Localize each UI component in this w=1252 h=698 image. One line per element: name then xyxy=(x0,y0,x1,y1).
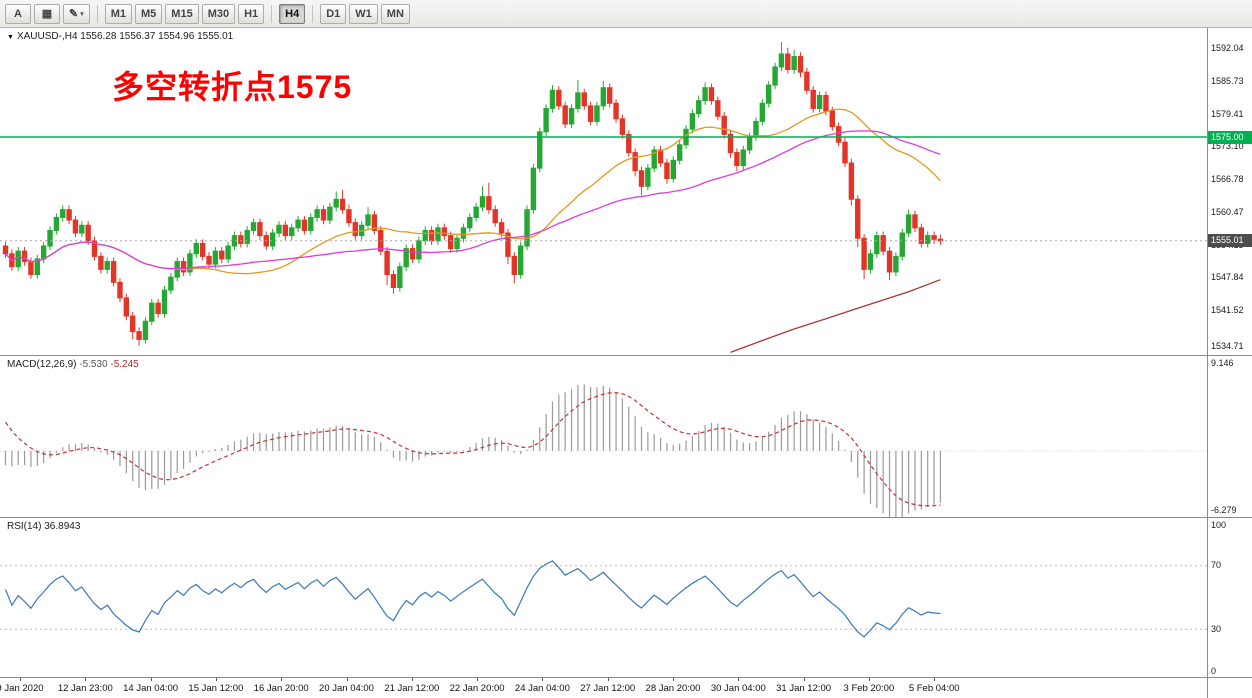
time-tick xyxy=(346,678,348,681)
macd-label: MACD(12,26,9) xyxy=(7,359,77,370)
rsi-axis-label: 100 xyxy=(1211,520,1227,530)
time-tick xyxy=(215,678,217,681)
symbol-label: XAUUSD-,H4 xyxy=(16,31,78,42)
timeframe-d1[interactable]: D1 xyxy=(320,3,347,24)
time-tick xyxy=(281,678,283,681)
macd-axis-label: 9.146 xyxy=(1211,358,1234,368)
time-axis-label: 3 Feb 20:00 xyxy=(843,683,895,694)
price-panel-row: ▼ XAUUSD-,H4 1556.28 1556.37 1554.96 1555… xyxy=(0,28,1252,355)
time-axis-label: 21 Jan 12:00 xyxy=(384,683,440,694)
rsi-axis-label: 0 xyxy=(1211,666,1217,676)
price-chart-canvas[interactable] xyxy=(0,28,1207,355)
time-tick xyxy=(477,678,479,681)
dropdown-caret-icon: ▾ xyxy=(80,10,84,18)
macd-plot[interactable]: MACD(12,26,9) -5.530 -5.245 xyxy=(0,356,1207,517)
timeframe-mn[interactable]: MN xyxy=(380,3,410,24)
price-axis-label: 1573.10 xyxy=(1211,141,1244,152)
hline-price-tag: 1575.00 xyxy=(1208,130,1252,144)
time-axis-label: 14 Jan 04:00 xyxy=(123,683,179,694)
time-axis-label: 5 Feb 04:00 xyxy=(908,683,960,694)
time-tick xyxy=(934,678,936,681)
grid-tool-icon: ▦ xyxy=(41,8,53,20)
timeframe-m15[interactable]: M15 xyxy=(165,3,199,24)
price-axis-label: 1560.47 xyxy=(1211,206,1244,217)
price-axis-label: 1566.78 xyxy=(1211,174,1244,185)
macd-signal-value: -5.245 xyxy=(110,359,139,370)
time-tick xyxy=(542,678,544,681)
timeframe-m5[interactable]: M5 xyxy=(135,3,163,24)
macd-canvas[interactable] xyxy=(0,356,1207,517)
symbol-header: ▼ XAUUSD-,H4 1556.28 1556.37 1554.96 1555… xyxy=(7,31,233,42)
time-tick xyxy=(738,678,740,681)
price-axis-label: 1585.73 xyxy=(1211,75,1244,86)
time-axis-label: 12 Jan 23:00 xyxy=(57,683,113,694)
time-axis-label: 15 Jan 12:00 xyxy=(188,683,244,694)
time-axis-label: 20 Jan 04:00 xyxy=(319,683,374,694)
time-axis-label: 30 Jan 04:00 xyxy=(710,683,766,694)
timeframe-h1[interactable]: H1 xyxy=(238,3,265,24)
tool-annotations-tool[interactable]: A xyxy=(5,3,31,24)
rsi-panel-row: RSI(14) 36.8943 100 70 30 0 xyxy=(0,517,1252,677)
macd-panel-row: MACD(12,26,9) -5.530 -5.245 9.146 -6.279 xyxy=(0,355,1252,517)
time-axis-label: 22 Jan 20:00 xyxy=(449,683,505,694)
rsi-label: RSI(14) xyxy=(7,521,42,532)
toolbar-separator xyxy=(312,4,314,23)
bid-price-tag: 1555.01 xyxy=(1208,234,1252,248)
chart-annotation-text: 多空转折点1575 xyxy=(112,69,353,105)
price-axis-label: 1541.52 xyxy=(1211,305,1244,316)
price-axis-label: 1592.04 xyxy=(1211,43,1244,54)
rsi-axis[interactable]: 100 70 30 0 xyxy=(1207,518,1252,677)
symbol-collapse-icon[interactable]: ▼ xyxy=(7,34,14,41)
macd-main-value: -5.530 xyxy=(79,359,108,370)
toolbar-separator xyxy=(271,4,273,23)
time-axis-row: 9 Jan 2020 12 Jan 23:00 14 Jan 04:00 15 Jan… xyxy=(0,677,1252,698)
rsi-header: RSI(14) 36.8943 xyxy=(7,521,80,532)
timeframe-w1[interactable]: W1 xyxy=(349,3,378,24)
rsi-axis-label: 70 xyxy=(1211,560,1222,571)
time-tick xyxy=(150,678,152,681)
price-axis-label: 1579.41 xyxy=(1211,108,1244,119)
price-axis-label: 1547.84 xyxy=(1211,272,1244,283)
chart-area: ▼ XAUUSD-,H4 1556.28 1556.37 1554.96 1555… xyxy=(0,28,1252,698)
time-axis-label: 9 Jan 2020 xyxy=(0,683,44,694)
tool-draw-tool[interactable]: ✎ ▾ xyxy=(63,3,90,24)
time-axis-label: 27 Jan 12:00 xyxy=(580,683,636,694)
timeframe-m1[interactable]: M1 xyxy=(104,3,133,24)
time-tick xyxy=(85,678,87,681)
time-axis[interactable]: 9 Jan 2020 12 Jan 23:00 14 Jan 04:00 15 Jan… xyxy=(0,678,1207,698)
rsi-axis-label: 30 xyxy=(1211,623,1222,634)
chart-toolbar: A ▦ ✎ ▾ M1 M5 M15 M30 H1 H4 D1 W1 MN xyxy=(0,0,1252,28)
time-axis-label: 24 Jan 04:00 xyxy=(514,683,570,694)
rsi-plot[interactable]: RSI(14) 36.8943 xyxy=(0,518,1207,677)
rsi-canvas[interactable] xyxy=(0,518,1207,677)
price-chart-plot[interactable]: ▼ XAUUSD-,H4 1556.28 1556.37 1554.96 1555… xyxy=(0,28,1207,355)
axis-corner xyxy=(1207,678,1252,698)
annotations-tool-icon: A xyxy=(14,7,22,20)
price-axis[interactable]: 1592.04 1585.73 1579.41 1573.10 1566.78 1560.… xyxy=(1207,28,1252,355)
ohlc-values: 1556.28 1556.37 1554.96 1555.01 xyxy=(80,31,234,42)
toolbar-separator xyxy=(96,4,98,23)
time-tick xyxy=(868,678,870,681)
time-tick xyxy=(673,678,674,681)
price-axis-label: 1534.71 xyxy=(1211,340,1244,351)
time-tick xyxy=(411,678,413,681)
macd-axis-label: -6.279 xyxy=(1211,505,1237,515)
time-tick xyxy=(20,678,21,681)
time-tick xyxy=(607,678,609,681)
draw-tool-icon: ✎ xyxy=(69,8,79,20)
tool-grid-tool[interactable]: ▦ xyxy=(34,3,60,24)
macd-header: MACD(12,26,9) -5.530 -5.245 xyxy=(7,359,139,370)
time-axis-label: 16 Jan 20:00 xyxy=(253,683,309,694)
rsi-value: 36.8943 xyxy=(44,521,81,532)
time-axis-label: 28 Jan 20:00 xyxy=(645,683,701,694)
timeframe-h4[interactable]: H4 xyxy=(279,3,306,24)
timeframe-m30[interactable]: M30 xyxy=(201,3,236,24)
macd-axis[interactable]: 9.146 -6.279 xyxy=(1207,356,1252,517)
time-tick xyxy=(803,678,805,681)
time-axis-label: 31 Jan 12:00 xyxy=(776,683,832,694)
